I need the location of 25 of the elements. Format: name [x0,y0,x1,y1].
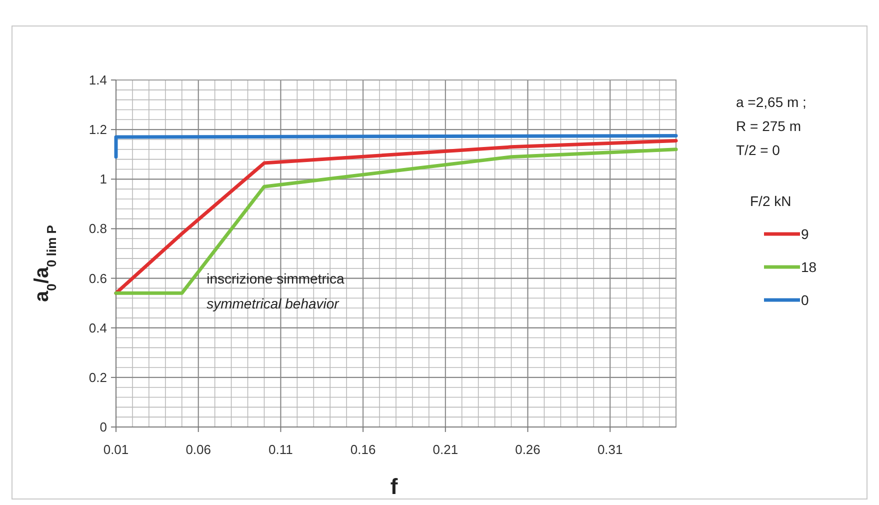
x-tick-label: 0.21 [432,442,458,457]
annotation: symmetrical behavior [206,295,340,312]
legend-label: 0 [801,292,809,308]
text: R = 275 m [736,118,801,134]
y-tick-label: 0.6 [88,270,107,286]
text: a =2,65 m ; [736,94,806,110]
x-tick-label: 0.06 [186,442,212,457]
y-tick-label: 1 [100,172,107,187]
text: T/2 = 0 [736,142,780,158]
x-tick-label: 0.26 [515,442,540,457]
x-tick-label: 0.01 [103,442,129,457]
legend-label: 9 [801,226,809,242]
x-tick-label: 0.31 [597,442,623,457]
legend-label: 18 [801,259,817,275]
y-tick-label: 0 [100,420,107,434]
annotation: inscrizione simmetrica [206,270,344,286]
x-axis-title: f [390,474,398,499]
legend-title: F/2 kN [750,193,792,209]
y-tick-label: 1.4 [88,72,107,88]
x-tick-label: 0.16 [350,442,376,457]
y-tick-label: 1.2 [88,122,107,138]
y-tick-label: 0.8 [88,221,107,236]
y-tick-label: 0.4 [88,320,107,336]
x-tick-label: 0.11 [268,442,293,457]
y-tick-label: 0.2 [88,370,107,385]
